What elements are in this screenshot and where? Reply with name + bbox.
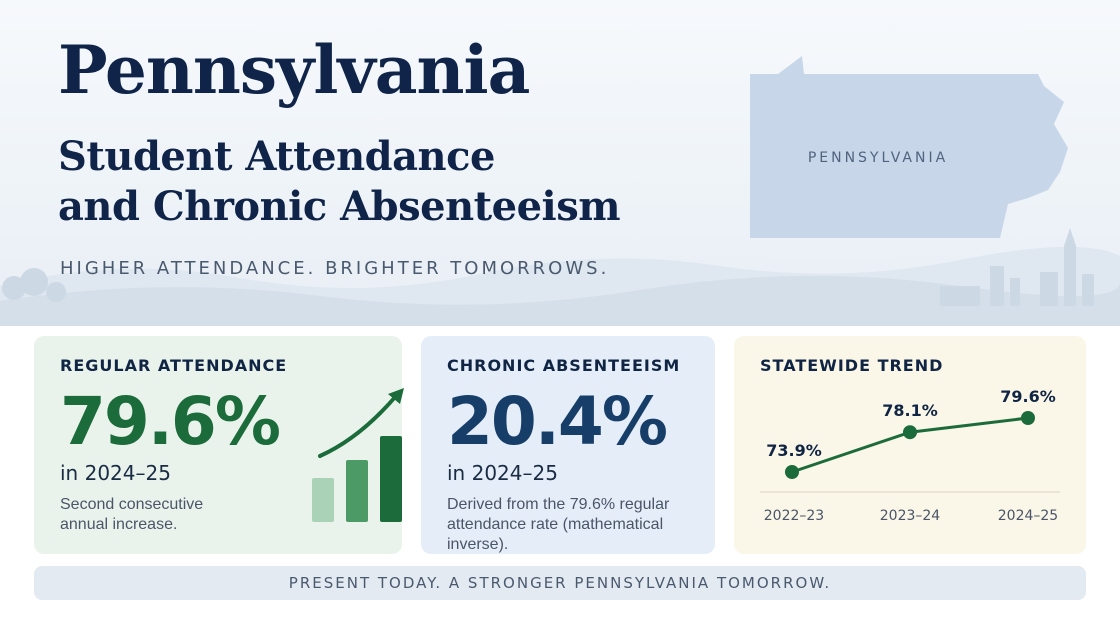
trend-point [785,465,799,479]
footer-text: PRESENT TODAY. A STRONGER PENNSYLVANIA T… [288,574,832,592]
trend-data-label: 79.6% [1000,387,1056,406]
tagline: HIGHER ATTENDANCE. BRIGHTER TOMORROWS. [60,258,610,279]
trend-line-chart: 73.9% 2022–23 78.1% 2023–24 79.6% 2024–25 [760,387,1060,524]
absenteeism-note: Derived from the 79.6% regular attendanc… [447,496,670,553]
trend-tick-label: 2023–24 [880,508,941,524]
attendance-label: REGULAR ATTENDANCE [60,356,288,375]
trend-point [903,425,917,440]
page-subtitle: Student Attendance and Chronic Absenteei… [58,132,621,232]
trend-point [1021,411,1035,425]
skyline-illustration [0,228,1120,326]
attendance-value: 79.6% [60,383,281,460]
attendance-period: in 2024–25 [60,461,171,485]
absenteeism-label: CHRONIC ABSENTEEISM [447,356,681,375]
subtitle-line-1: Student Attendance [58,133,495,180]
absenteeism-period: in 2024–25 [447,461,558,485]
absenteeism-value: 20.4% [447,383,668,460]
map-label: PENNSYLVANIA [807,150,949,166]
trend-tick-label: 2022–23 [764,508,824,524]
chronic-absenteeism-card: CHRONIC ABSENTEEISM 20.4% in 2024–25 Der… [421,336,715,554]
trend-tick-label: 2024–25 [998,508,1058,524]
attendance-note: Second consecutive annual increase. [60,496,204,533]
trend-data-label: 73.9% [766,441,822,460]
regular-attendance-card: REGULAR ATTENDANCE 79.6% in 2024–25 Seco… [34,336,404,554]
rising-bar-chart-icon [312,388,404,522]
page-title: Pennsylvania [58,31,530,109]
footer-banner: PRESENT TODAY. A STRONGER PENNSYLVANIA T… [34,566,1086,600]
subtitle-line-2: and Chronic Absenteeism [58,183,621,230]
pennsylvania-map-icon [750,56,1068,238]
statewide-trend-card: STATEWIDE TREND 73.9% 2022–23 78.1% 2023–24… [734,336,1086,554]
trend-data-label: 78.1% [882,401,938,420]
trend-label: STATEWIDE TREND [760,356,944,375]
